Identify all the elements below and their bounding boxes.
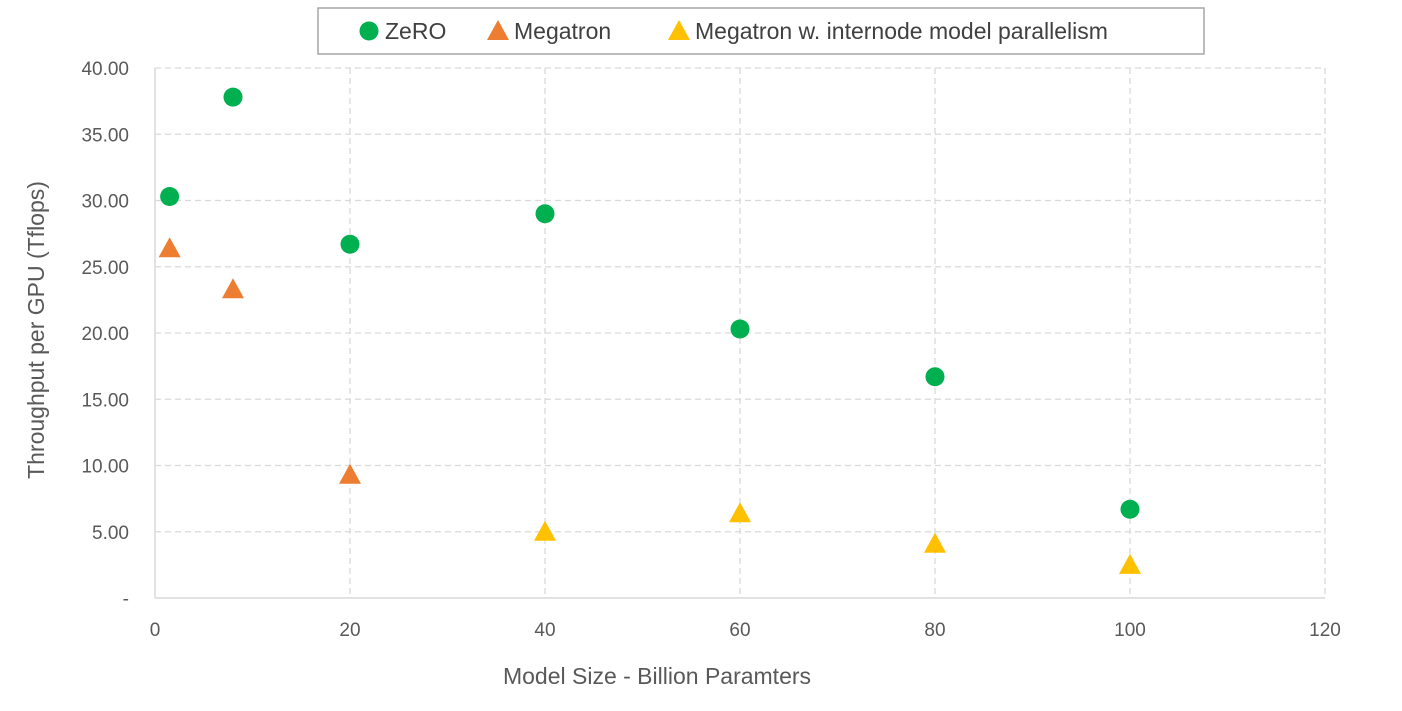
y-tick-label: 5.00 (92, 523, 129, 544)
series-1-point (535, 204, 555, 224)
legend-label-1: ZeRO (385, 18, 446, 44)
series-3-point (729, 502, 751, 523)
series-3-point (924, 532, 946, 553)
y-tick-label: 30.00 (81, 192, 129, 213)
y-tick-label: 25.00 (81, 258, 129, 279)
y-tick-label: 40.00 (81, 59, 129, 80)
series-1-point (1120, 499, 1140, 519)
x-tick-label: 0 (150, 620, 161, 641)
legend-box (317, 7, 1205, 55)
x-axis-title: Model Size - Billion Paramters (503, 663, 811, 689)
data-points (158, 87, 1141, 574)
series-1-point (925, 367, 945, 387)
series-2-point (158, 237, 181, 258)
x-tick-label: 20 (339, 620, 360, 641)
legend-label-3: Megatron w. internode model parallelism (695, 18, 1108, 44)
x-axis-ticks: 0 20 40 60 80 100 120 (150, 620, 1341, 641)
x-tick-label: 100 (1114, 620, 1146, 641)
x-tick-label: 60 (729, 620, 750, 641)
legend-marker-1 (359, 21, 379, 41)
x-tick-label: 80 (924, 620, 945, 641)
y-tick-label: - (123, 589, 129, 610)
y-tick-label: 35.00 (81, 125, 129, 146)
series-1-point (340, 234, 360, 254)
series-1-point (160, 187, 180, 207)
y-tick-label: 10.00 (81, 457, 129, 478)
y-tick-label: 15.00 (81, 390, 129, 411)
series-2-point (222, 278, 244, 299)
y-axis-title: Throughput per GPU (Tflops) (23, 181, 49, 479)
legend-marker-2 (487, 20, 509, 41)
x-tick-label: 40 (534, 620, 555, 641)
y-tick-label: 20.00 (81, 324, 129, 345)
x-tick-label: 120 (1309, 620, 1341, 641)
series-2-point (339, 463, 361, 484)
legend-label-2: Megatron (514, 18, 611, 44)
series-1-point (730, 319, 750, 339)
legend-marker-3 (668, 20, 690, 41)
series-3-point (1119, 553, 1141, 574)
y-axis-ticks: - 5.00 10.00 15.00 20.00 25.00 30.00 35.00 40.00 (81, 59, 129, 610)
series-1-point (223, 87, 243, 107)
legend: ZeRO Megatron Megatron w. internode model … (317, 7, 1205, 55)
series-3-point (534, 520, 556, 541)
axes (154, 68, 1325, 599)
